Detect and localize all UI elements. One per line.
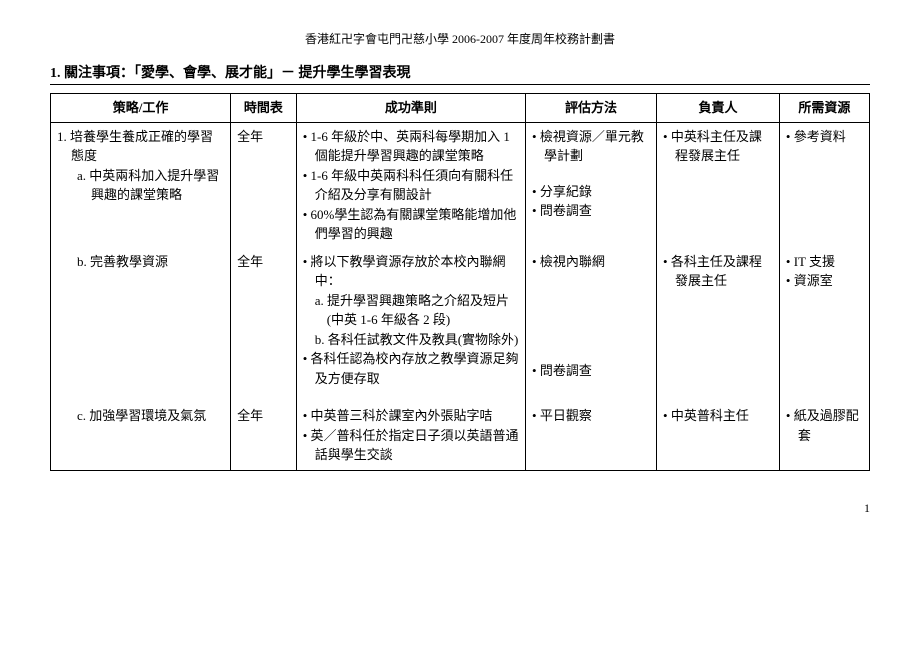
eval-item: 檢視資源／單元教學計劃 xyxy=(532,127,650,166)
col-owner: 負責人 xyxy=(657,94,780,123)
strategy-main: 1. 培養學生養成正確的學習態度 xyxy=(57,127,224,166)
time-cell: 全年 xyxy=(231,248,297,393)
page-number: 1 xyxy=(50,501,870,516)
table-header-row: 策略/工作 時間表 成功準則 評估方法 負責人 所需資源 xyxy=(51,94,870,123)
success-subitem: b. 各科任試教文件及教具(實物除外) xyxy=(303,330,519,350)
table-row: c. 加強學習環境及氣氛 全年 中英普三科於課室內外張貼字咭 英／普科任於指定日… xyxy=(51,392,870,470)
resource-item: 資源室 xyxy=(786,271,863,291)
owner-item: 中英普科主任 xyxy=(663,406,773,426)
success-item: 各科任認為校內存放之教學資源足夠及方便存取 xyxy=(303,349,519,388)
success-cell: 中英普三科於課室內外張貼字咭 英／普科任於指定日子須以英語普通話與學生交談 xyxy=(296,392,525,470)
eval-cell: 平日觀察 xyxy=(526,392,657,470)
col-strategy: 策略/工作 xyxy=(51,94,231,123)
success-item: 1-6 年級於中、英兩科每學期加入 1 個能提升學習興趣的課堂策略 xyxy=(303,127,519,166)
success-item: 60%學生認為有關課堂策略能增加他們學習的興趣 xyxy=(303,205,519,244)
col-success: 成功準則 xyxy=(296,94,525,123)
success-item: 中英普三科於課室內外張貼字咭 xyxy=(303,406,519,426)
strategy-cell: c. 加強學習環境及氣氛 xyxy=(51,392,231,470)
col-time: 時間表 xyxy=(231,94,297,123)
resource-item: 參考資料 xyxy=(786,127,863,147)
col-eval: 評估方法 xyxy=(526,94,657,123)
success-item: 英／普科任於指定日子須以英語普通話與學生交談 xyxy=(303,426,519,465)
time-cell: 全年 xyxy=(231,392,297,470)
plan-table: 策略/工作 時間表 成功準則 評估方法 負責人 所需資源 1. 培養學生養成正確… xyxy=(50,93,870,471)
strategy-sub: a. 中英兩科加入提升學習興趣的課堂策略 xyxy=(57,166,224,205)
time-cell: 全年 xyxy=(231,122,297,248)
resource-cell: IT 支援 資源室 xyxy=(779,248,869,393)
eval-cell: 檢視資源／單元教學計劃 分享紀錄 問卷調查 xyxy=(526,122,657,248)
resource-item: IT 支援 xyxy=(786,252,863,272)
eval-item: 平日觀察 xyxy=(532,406,650,426)
resource-item: 紙及過膠配套 xyxy=(786,406,863,445)
success-cell: 1-6 年級於中、英兩科每學期加入 1 個能提升學習興趣的課堂策略 1-6 年級… xyxy=(296,122,525,248)
success-subitem: a. 提升學習興趣策略之介紹及短片(中英 1-6 年級各 2 段) xyxy=(303,291,519,330)
table-row: 1. 培養學生養成正確的學習態度 a. 中英兩科加入提升學習興趣的課堂策略 全年… xyxy=(51,122,870,248)
eval-item: 檢視內聯網 xyxy=(532,252,650,272)
time-text: 全年 xyxy=(237,408,263,423)
eval-item: 問卷調查 xyxy=(532,361,650,381)
owner-item: 中英科主任及課程發展主任 xyxy=(663,127,773,166)
doc-header: 香港紅卍字會屯門卍慈小學 2006-2007 年度周年校務計劃書 xyxy=(50,30,870,47)
owner-cell: 各科主任及課程發展主任 xyxy=(657,248,780,393)
eval-item: 問卷調查 xyxy=(532,201,650,221)
success-item: 1-6 年級中英兩科科任須向有關科任介紹及分享有關設計 xyxy=(303,166,519,205)
table-row: b. 完善教學資源 全年 將以下教學資源存放於本校內聯網中： a. 提升學習興趣… xyxy=(51,248,870,393)
strategy-cell: 1. 培養學生養成正確的學習態度 a. 中英兩科加入提升學習興趣的課堂策略 xyxy=(51,122,231,248)
resource-cell: 紙及過膠配套 xyxy=(779,392,869,470)
col-resource: 所需資源 xyxy=(779,94,869,123)
success-cell: 將以下教學資源存放於本校內聯網中： a. 提升學習興趣策略之介紹及短片(中英 1… xyxy=(296,248,525,393)
strategy-sub: c. 加強學習環境及氣氛 xyxy=(57,406,224,426)
owner-cell: 中英科主任及課程發展主任 xyxy=(657,122,780,248)
eval-cell: 檢視內聯網 問卷調查 xyxy=(526,248,657,393)
strategy-cell: b. 完善教學資源 xyxy=(51,248,231,393)
owner-item: 各科主任及課程發展主任 xyxy=(663,252,773,291)
resource-cell: 參考資料 xyxy=(779,122,869,248)
strategy-sub: b. 完善教學資源 xyxy=(57,252,224,272)
success-item: 將以下教學資源存放於本校內聯網中： xyxy=(303,252,519,291)
eval-item: 分享紀錄 xyxy=(532,182,650,202)
owner-cell: 中英普科主任 xyxy=(657,392,780,470)
main-heading: 1. 關注事項：「愛學、會學、展才能」－ 提升學生學習表現 xyxy=(50,62,870,85)
